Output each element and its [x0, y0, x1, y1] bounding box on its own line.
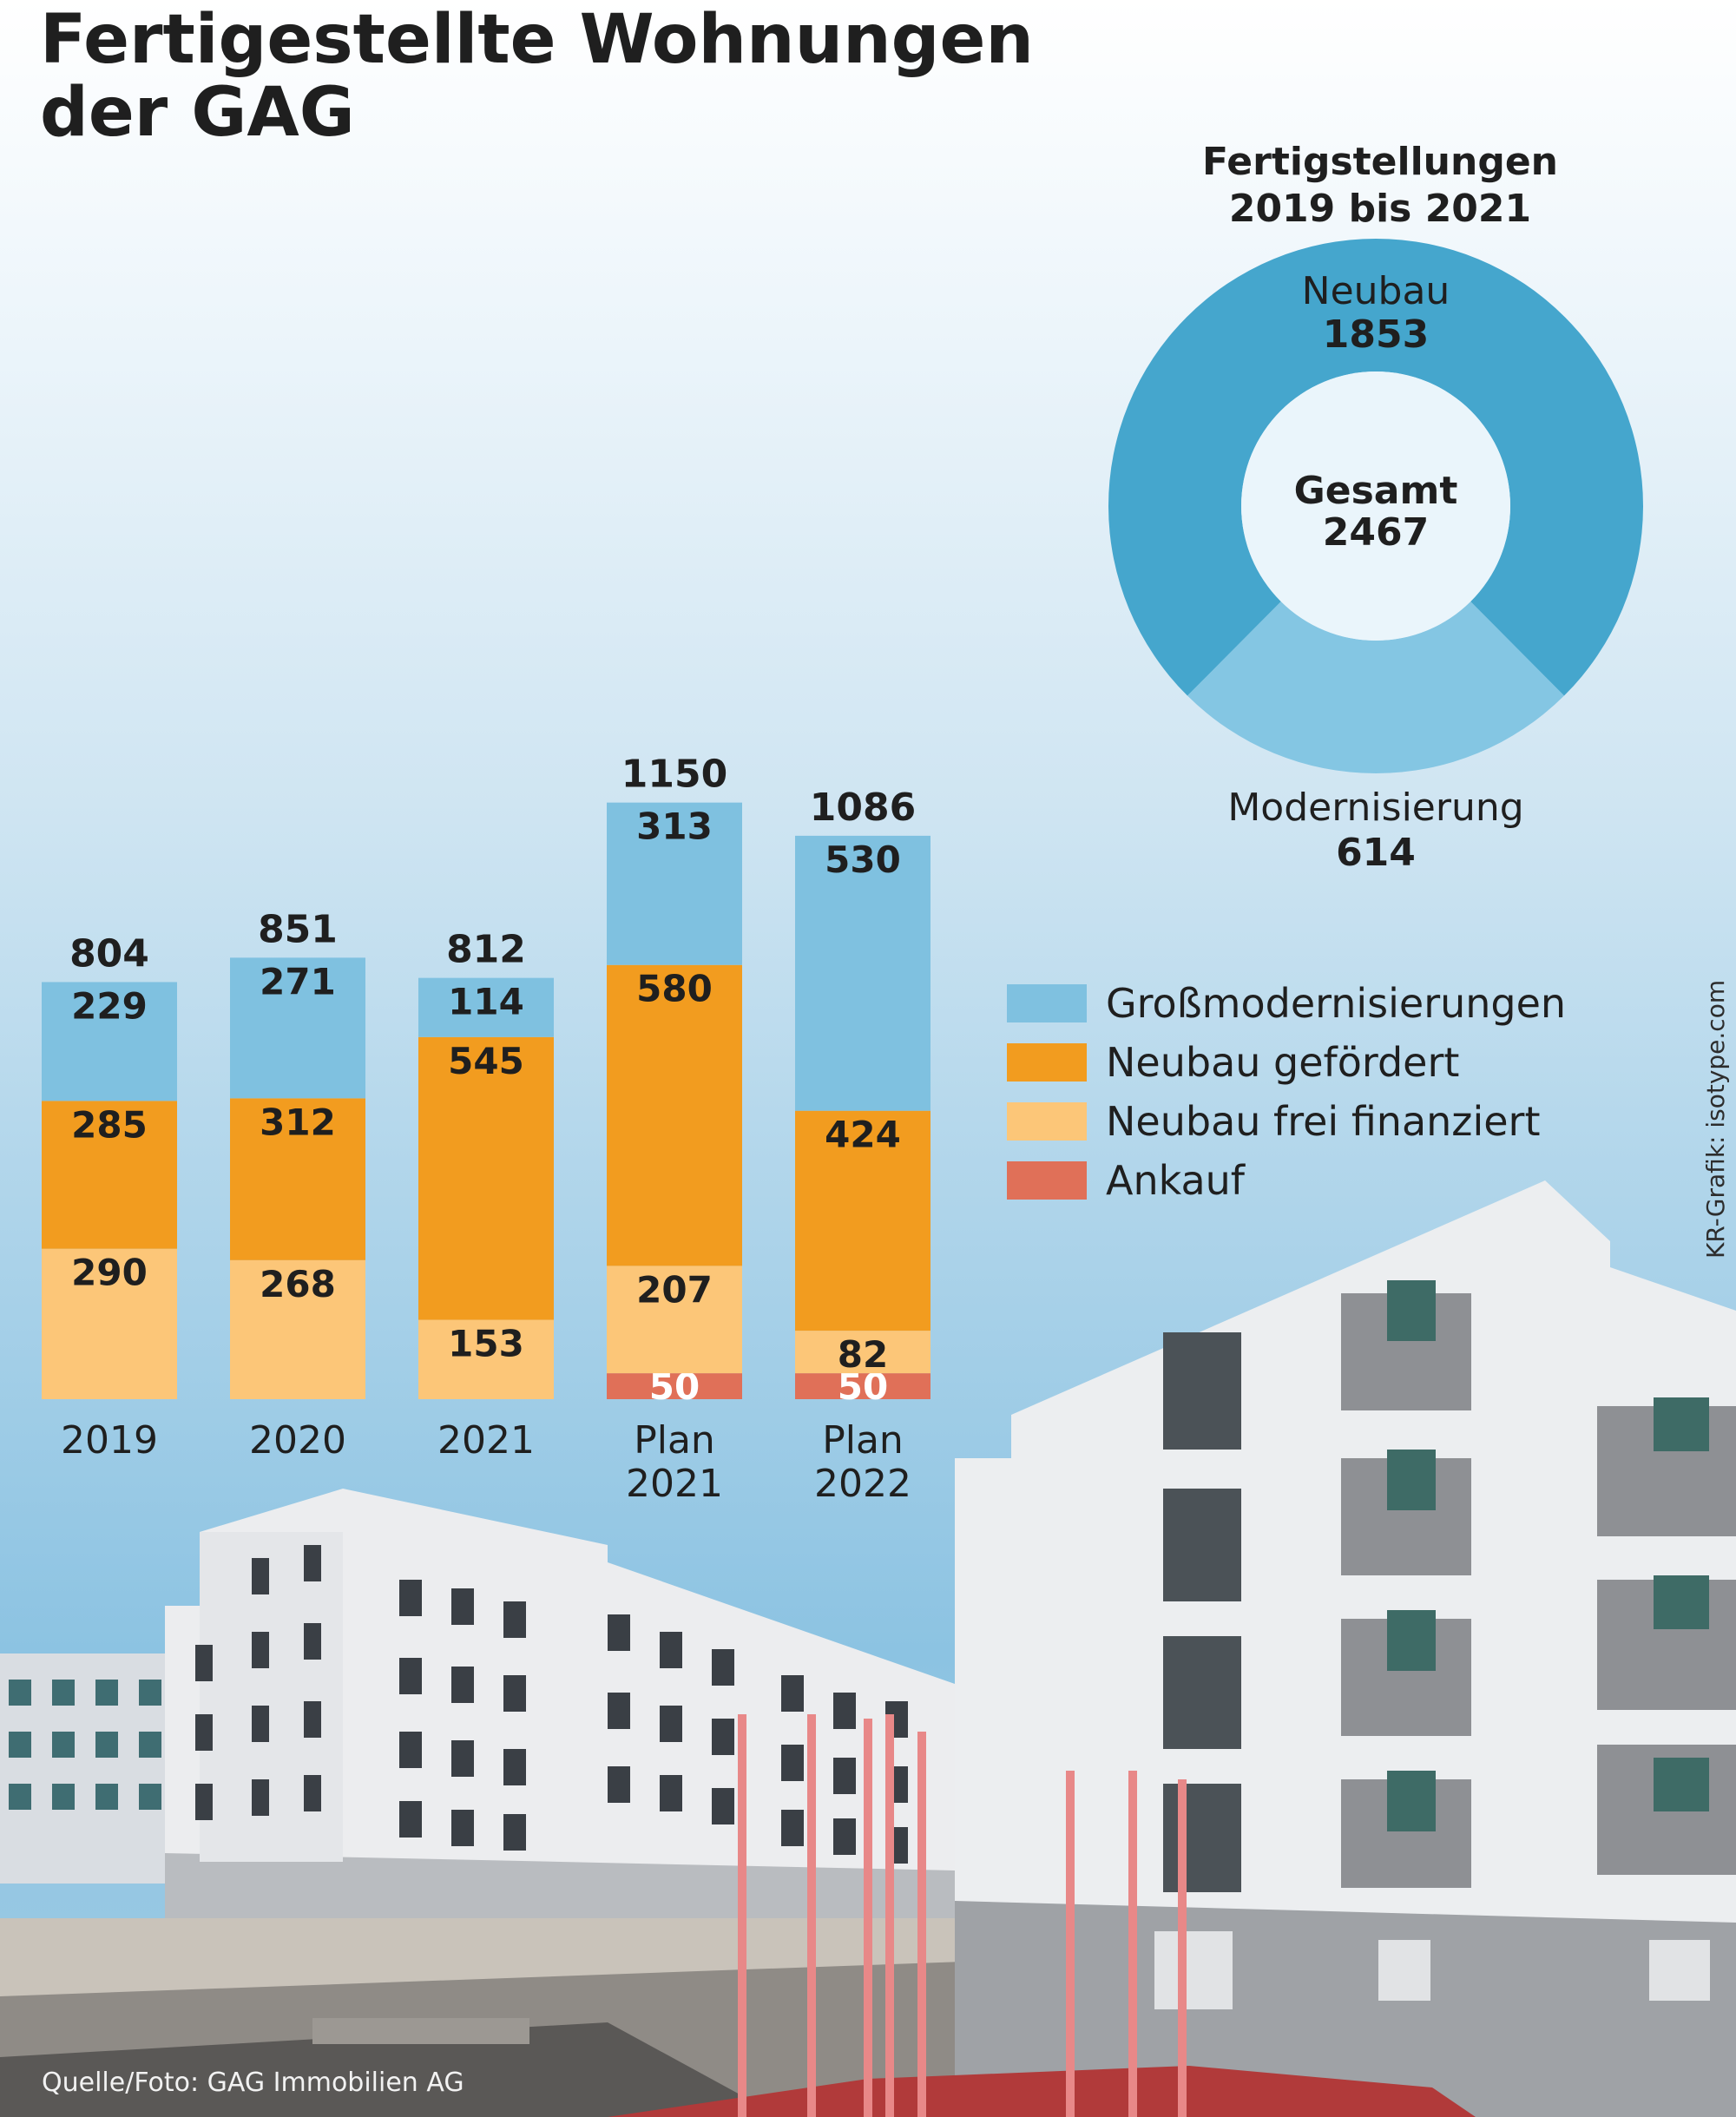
legend-item-grossmodernisierungen: Großmodernisierungen [1007, 974, 1566, 1033]
category-label: 2022 [814, 1462, 911, 1506]
bar-segment-neubau-frei-finanziert [418, 1319, 554, 1399]
category-label: Plan [822, 1418, 904, 1463]
bar-segment-grossmodernisierungen [418, 977, 554, 1037]
chart-legend: Großmodernisierungen Neubau gefördert Ne… [1007, 974, 1566, 1210]
bar-segment-neubau-gefoerdert [607, 964, 742, 1266]
bar-value-label: 290 [71, 1252, 148, 1294]
page-title: Fertigestellte Wohnungen der GAG [40, 3, 1034, 149]
donut-slice-modernisierung [1187, 601, 1565, 774]
bar-value-label: 271 [260, 960, 336, 1003]
bar-segment-grossmodernisierungen [230, 957, 365, 1099]
bar-value-label: 82 [838, 1333, 888, 1376]
bar-value-label: 268 [260, 1263, 336, 1305]
donut-neubau-value: 1853 [1323, 312, 1429, 357]
bar-segment-ankauf [607, 1373, 742, 1399]
bar-segment-neubau-gefoerdert [42, 1101, 177, 1249]
legend-item-ankauf: Ankauf [1007, 1151, 1566, 1210]
legend-swatch-neubau-frei-finanziert [1007, 1102, 1087, 1141]
bar-segment-grossmodernisierungen [607, 802, 742, 965]
bar-value-label: 424 [825, 1114, 901, 1156]
legend-swatch-ankauf [1007, 1161, 1087, 1200]
bar-total-label: 812 [446, 928, 526, 972]
category-label: Plan [634, 1418, 715, 1463]
bar-total-label: 851 [258, 907, 338, 951]
source-note: Quelle/Foto: GAG Immobilien AG [42, 2068, 464, 2098]
category-label: 2021 [437, 1418, 535, 1463]
category-label: 2021 [626, 1462, 723, 1506]
category-label: 2020 [249, 1418, 346, 1463]
title-line-2: der GAG [40, 74, 355, 152]
bar-total-label: 1150 [621, 753, 727, 797]
donut-title: Fertigstellungen 2019 bis 2021 [1120, 139, 1641, 233]
bar-value-label: 313 [636, 805, 713, 848]
bar-segment-neubau-frei-finanziert [607, 1266, 742, 1374]
legend-item-neubau-frei-finanziert: Neubau frei finanziert [1007, 1092, 1566, 1151]
legend-label: Ankauf [1106, 1157, 1245, 1204]
bar-segment-neubau-frei-finanziert [795, 1331, 930, 1374]
title-line-1: Fertigestellte Wohnungen [40, 1, 1034, 79]
donut-title-line-1: Fertigstellungen [1202, 140, 1558, 184]
donut-neubau-label: Neubau [1302, 269, 1450, 313]
bar-total-label: 1086 [810, 786, 916, 830]
legend-swatch-neubau-gefoerdert [1007, 1043, 1087, 1082]
legend-label: Großmodernisierungen [1106, 980, 1567, 1027]
graphic-credit: KR-Grafik: isotype.com [1701, 979, 1730, 1259]
donut-hole [1241, 371, 1510, 641]
legend-label: Neubau frei finanziert [1106, 1098, 1541, 1145]
legend-label: Neubau gefördert [1106, 1039, 1460, 1086]
bar-value-label: 207 [636, 1268, 713, 1311]
donut-title-line-2: 2019 bis 2021 [1228, 187, 1532, 231]
bar-segment-neubau-frei-finanziert [42, 1248, 177, 1399]
bar-segment-neubau-gefoerdert [230, 1098, 365, 1260]
bar-value-label: 229 [71, 984, 148, 1027]
donut-slice-neubau [1108, 239, 1643, 696]
bar-segment-neubau-gefoerdert [418, 1036, 554, 1320]
category-label: 2019 [61, 1418, 158, 1463]
bar-total-label: 804 [69, 931, 149, 976]
bar-value-label: 580 [636, 968, 713, 1010]
bar-value-label: 114 [448, 981, 524, 1023]
bar-value-label: 153 [448, 1323, 524, 1365]
bar-segment-neubau-gefoerdert [795, 1110, 930, 1331]
donut-center-value: 2467 [1323, 510, 1429, 555]
bar-value-label: 312 [260, 1101, 336, 1143]
bar-segment-neubau-frei-finanziert [230, 1259, 365, 1399]
bar-value-label: 285 [71, 1103, 148, 1146]
legend-item-neubau-gefoerdert: Neubau gefördert [1007, 1033, 1566, 1092]
donut-modernisierung-label: Modernisierung [1227, 786, 1523, 830]
donut-center-label: Gesamt [1294, 469, 1458, 513]
bar-segment-ankauf [795, 1373, 930, 1399]
legend-swatch-grossmodernisierungen [1007, 984, 1087, 1022]
bar-segment-grossmodernisierungen [795, 835, 930, 1111]
bar-segment-grossmodernisierungen [42, 982, 177, 1101]
bar-value-label: 530 [825, 838, 901, 881]
donut-modernisierung-value: 614 [1336, 831, 1416, 875]
bar-value-label: 545 [448, 1040, 524, 1082]
